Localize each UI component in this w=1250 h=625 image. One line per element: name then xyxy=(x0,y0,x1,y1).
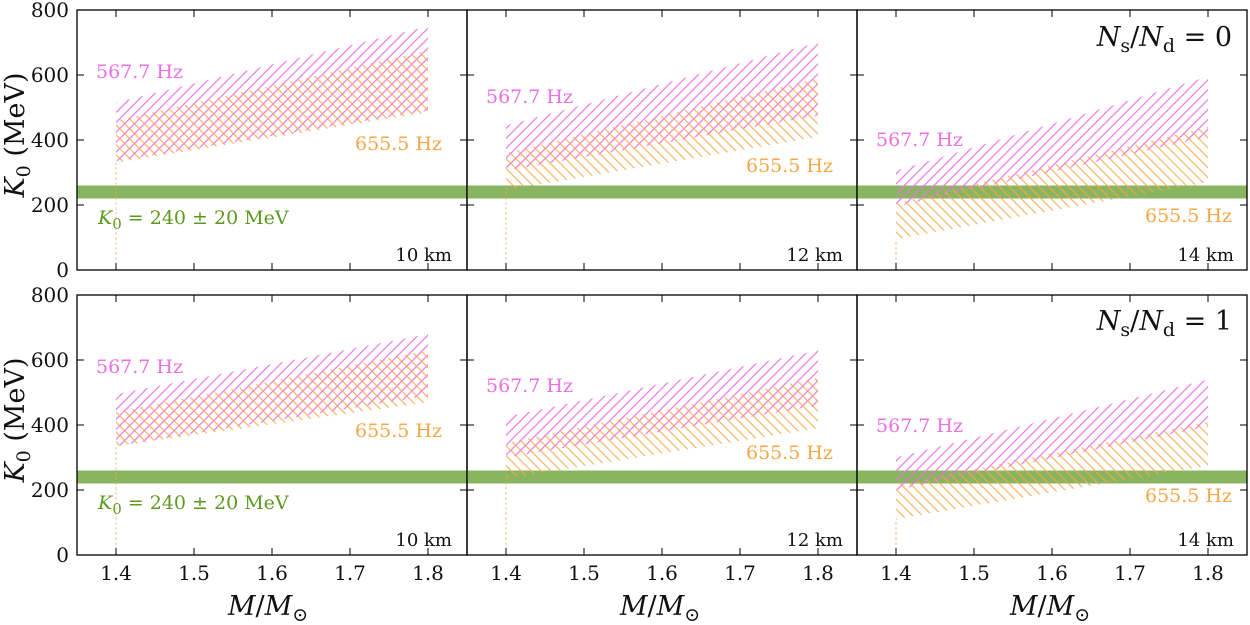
x-tick-label-r2c1-0: 1.4 xyxy=(100,561,132,585)
series-band-655-r1c2 xyxy=(506,78,818,191)
series-label-655-r2c2: 655.5 Hz xyxy=(746,442,833,464)
x-axis-title-col1: M/M⊙ xyxy=(227,591,308,625)
y-tick-label-r2c1-0: 0 xyxy=(56,543,69,567)
x-tick-label-r2c3-0: 1.4 xyxy=(880,561,912,585)
x-tick-label-r2c2-2: 1.6 xyxy=(646,561,678,585)
reference-band-r1c2 xyxy=(467,185,857,199)
reference-band-r1c1 xyxy=(77,185,467,199)
series-label-567-r1c1: 567.7 Hz xyxy=(96,61,183,83)
x-tick-label-r2c2-4: 1.8 xyxy=(802,561,834,585)
series-label-567-r2c2: 567.7 Hz xyxy=(486,375,573,397)
y-tick-label-r1c1-2: 400 xyxy=(31,128,69,152)
series-band-655-r2c3 xyxy=(896,421,1208,520)
reference-band-r2c2 xyxy=(467,470,857,484)
x-tick-label-r2c3-4: 1.8 xyxy=(1192,561,1224,585)
series-band-655-r2c2 xyxy=(506,377,818,479)
y-tick-label-r1c1-3: 600 xyxy=(31,63,69,87)
y-axis-title-row2: K0 (MeV) xyxy=(0,357,35,483)
series-label-655-r1c3: 655.5 Hz xyxy=(1145,205,1232,227)
series-label-567-r1c2: 567.7 Hz xyxy=(486,86,573,108)
x-tick-label-r2c2-1: 1.5 xyxy=(568,561,600,585)
series-label-567-r2c3: 567.7 Hz xyxy=(876,415,963,437)
panel-r1c2 xyxy=(466,9,858,271)
panel-r2c3: 1.4 1.5 1.6 1.7 1.8 xyxy=(856,294,1248,585)
radius-label-r1c1: 10 km xyxy=(395,245,452,266)
series-label-655-r1c1: 655.5 Hz xyxy=(355,133,442,155)
reference-band-label-row2: K0 = 240 ± 20 MeV xyxy=(97,492,289,518)
reference-band-r2c1 xyxy=(77,470,467,484)
y-tick-label-r1c1-4: 800 xyxy=(31,0,69,22)
x-tick-label-r2c3-2: 1.6 xyxy=(1036,561,1068,585)
x-tick-label-r2c3-3: 1.7 xyxy=(1114,561,1146,585)
series-label-567-r2c1: 567.7 Hz xyxy=(96,356,183,378)
radius-label-r1c2: 12 km xyxy=(786,245,843,266)
series-band-567-r2c3 xyxy=(896,379,1208,490)
panel-frame-r1c3 xyxy=(856,9,1248,271)
x-tick-label-r2c1-2: 1.6 xyxy=(256,561,288,585)
series-label-655-r2c3: 655.5 Hz xyxy=(1145,485,1232,507)
x-axis-title-col3: M/M⊙ xyxy=(1009,591,1090,625)
x-tick-label-r2c1-3: 1.7 xyxy=(334,561,366,585)
y-tick-label-r2c1-3: 600 xyxy=(31,348,69,372)
y-tick-label-r1c1-1: 200 xyxy=(31,193,69,217)
panel-r2c2: 1.4 1.5 1.6 1.7 1.8 xyxy=(466,294,858,585)
radius-label-r2c3: 14 km xyxy=(1177,530,1234,551)
y-tick-label-r1c1-0: 0 xyxy=(56,258,69,282)
x-tick-label-r2c3-1: 1.5 xyxy=(958,561,990,585)
y-tick-label-r2c1-2: 400 xyxy=(31,413,69,437)
series-band-655-r1c3 xyxy=(896,127,1208,240)
x-tick-label-r2c2-3: 1.7 xyxy=(724,561,756,585)
radius-label-r2c1: 10 km xyxy=(395,530,452,551)
radius-label-r1c3: 14 km xyxy=(1177,245,1234,266)
x-axis-title-col2: M/M⊙ xyxy=(619,591,700,625)
series-label-655-r1c2: 655.5 Hz xyxy=(746,155,833,177)
series-label-655-r2c1: 655.5 Hz xyxy=(355,420,442,442)
series-band-655-r1c1 xyxy=(116,50,428,163)
ratio-label-row2: Ns/Nd = 1 xyxy=(1096,306,1232,341)
y-axis-title-row1: K0 (MeV) xyxy=(0,72,35,198)
panel-frame-r2c3 xyxy=(856,294,1248,556)
panel-r2c1: 0 200 400 600 800 1.4 1.5 1.6 1.7 1.8 xyxy=(31,283,468,585)
x-tick-label-r2c2-0: 1.4 xyxy=(490,561,522,585)
x-tick-label-r2c1-1: 1.5 xyxy=(178,561,210,585)
series-band-655-r2c1 xyxy=(116,350,428,447)
series-band-567-r1c3 xyxy=(896,76,1208,207)
y-tick-label-r2c1-4: 800 xyxy=(31,283,69,307)
series-label-567-r1c3: 567.7 Hz xyxy=(876,129,963,151)
panel-r1c3 xyxy=(856,9,1248,271)
reference-band-label-row1: K0 = 240 ± 20 MeV xyxy=(97,207,289,233)
ratio-label-row1: Ns/Nd = 0 xyxy=(1096,22,1232,57)
y-tick-label-r2c1-1: 200 xyxy=(31,478,69,502)
x-tick-label-r2c1-4: 1.8 xyxy=(412,561,444,585)
radius-label-r2c2: 12 km xyxy=(786,530,843,551)
